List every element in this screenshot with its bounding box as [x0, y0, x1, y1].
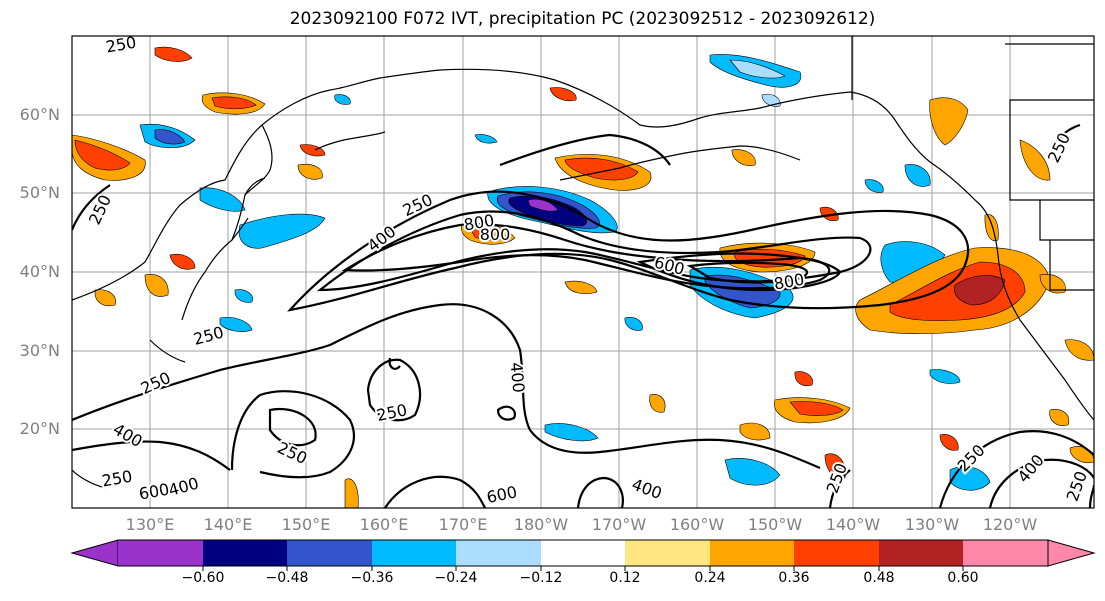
colorbar-tick-label: 0.36 — [778, 570, 810, 586]
gridlines — [72, 36, 1094, 508]
lon-label: 170°W — [591, 515, 647, 534]
lon-label: 140°W — [825, 515, 881, 534]
lat-label: 20°N — [19, 419, 60, 438]
lon-label: 130°E — [125, 515, 175, 534]
positive-precip-pc — [72, 46, 1094, 508]
contour-label: 800 — [480, 225, 511, 244]
lon-label: 140°E — [203, 515, 253, 534]
lat-label: 30°N — [19, 341, 60, 360]
lon-label: 160°W — [669, 515, 725, 534]
lon-label: 120°W — [982, 515, 1038, 534]
lat-label: 40°N — [19, 262, 60, 281]
colorbar-tick-label: 0.48 — [863, 570, 895, 586]
colorbar — [70, 539, 1096, 571]
colorbar-tick-label: 0.24 — [694, 570, 726, 586]
colorbar-tick-label: 0.60 — [947, 570, 979, 586]
map-title: 2023092100 F072 IVT, precipitation PC (2… — [289, 9, 876, 29]
colorbar-tick-label: −0.24 — [434, 570, 478, 586]
lon-label: 180°W — [513, 515, 569, 534]
coastlines — [72, 36, 1094, 489]
lon-label: 150°W — [747, 515, 803, 534]
lon-label: 160°E — [359, 515, 409, 534]
map-panel — [72, 36, 1094, 508]
contour-label: 400 — [507, 361, 529, 393]
colorbar-tick-label: −0.60 — [181, 570, 225, 586]
lon-label: 150°E — [281, 515, 331, 534]
colorbar-tick-label: −0.12 — [519, 570, 563, 586]
lon-label: 170°E — [438, 515, 488, 534]
map-frame — [71, 35, 1095, 509]
colorbar-tick-label: 0.12 — [609, 570, 641, 586]
lat-label: 50°N — [19, 183, 60, 202]
lon-label: 130°W — [904, 515, 960, 534]
lat-label: 60°N — [19, 105, 60, 124]
ivt-contours — [72, 123, 1094, 508]
colorbar-tick-label: −0.48 — [265, 570, 309, 586]
colorbar-tick-label: −0.36 — [350, 570, 394, 586]
